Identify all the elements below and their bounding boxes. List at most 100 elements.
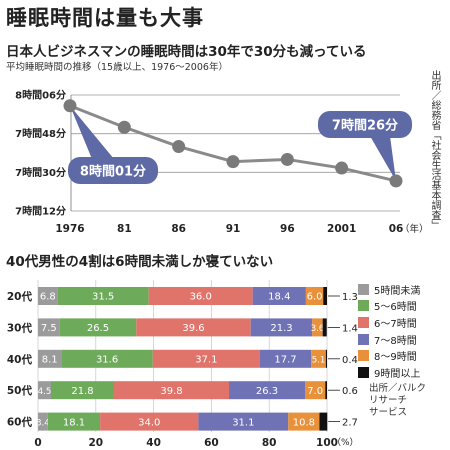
line-chart-subtitle: 平均睡眠時間の推移（15歳以上、1976〜2006年）	[6, 62, 228, 73]
category-label: 30代	[7, 321, 33, 334]
bar-segment	[250, 318, 313, 337]
data-point	[280, 152, 294, 166]
data-label: 21.8	[71, 386, 93, 397]
data-label: 31.6	[96, 355, 118, 366]
line-chart-title: 日本人ビジネスマンの睡眠時間は30年で30分も減っている	[6, 44, 367, 60]
data-label: 39.6	[182, 323, 204, 334]
data-label: 10.8	[293, 417, 315, 428]
x-tick-label: 96	[280, 223, 295, 235]
data-label: 8.1	[42, 355, 58, 366]
callout-label: 8時間01分	[80, 164, 146, 180]
data-label: 0.6	[342, 386, 358, 397]
callout-label: 7時間26分	[332, 118, 398, 134]
bar-segment	[325, 349, 327, 368]
bar-segment	[259, 349, 312, 368]
legend-label: 5時間未満	[374, 285, 421, 297]
legend-swatch	[358, 366, 369, 378]
bar-segment	[305, 287, 324, 305]
bar-segment	[38, 349, 62, 368]
data-label: 3.4	[36, 418, 50, 428]
legend-swatch	[358, 316, 369, 328]
headline: 睡眠時間は量も大事	[6, 5, 204, 30]
bar-segment	[288, 412, 320, 431]
category-label: 20代	[7, 290, 33, 303]
bar-segment	[38, 318, 60, 337]
bar-segment	[57, 287, 149, 305]
data-label: 1.3	[342, 292, 358, 303]
data-label: 3.6	[311, 324, 325, 334]
bar-segment	[47, 412, 101, 431]
legend-label: 9時間以上	[374, 368, 421, 380]
data-label: 31.5	[92, 292, 114, 303]
data-label: 18.4	[268, 292, 290, 303]
bar-chart-source-line: リサーチ	[369, 395, 408, 406]
y-tick-label: 7時間48分	[15, 127, 66, 140]
data-label: 21.3	[270, 323, 292, 334]
legend-label: 8〜9時間	[374, 352, 417, 364]
bar-segment	[319, 412, 328, 431]
data-label: 26.5	[87, 323, 109, 334]
bar-segment	[229, 381, 306, 400]
legend-swatch	[358, 333, 369, 345]
data-point	[389, 174, 403, 188]
category-label: 50代	[7, 384, 33, 397]
data-label: 26.3	[256, 386, 278, 397]
data-label: 37.1	[195, 355, 217, 366]
x-tick-label: 86	[171, 223, 186, 235]
bar-chart-source-line: 出所／バルク	[369, 383, 427, 394]
y-tick-label: 7時間30分	[15, 166, 66, 179]
bar-segment	[114, 381, 230, 400]
bar-segment	[323, 287, 327, 305]
bar-segment	[198, 412, 289, 431]
bar-segment	[51, 381, 115, 400]
x-tick-label: 20	[88, 437, 103, 449]
x-tick-label: 06	[389, 223, 404, 235]
callout-box	[318, 111, 412, 138]
data-label: 4.5	[38, 387, 52, 397]
data-label: 36.0	[190, 292, 212, 303]
bar-segment	[152, 349, 260, 368]
legend-swatch	[358, 350, 369, 362]
bar-segment	[136, 318, 251, 337]
category-label: 60代	[7, 416, 33, 429]
category-label: 40代	[7, 353, 33, 366]
legend-item: 5時間未満	[358, 281, 420, 298]
bar-segment	[38, 381, 52, 400]
data-label: 6.8	[40, 292, 56, 303]
bar-chart-title: 40代男性の4割は6時間未満しか寝ていない	[6, 254, 274, 270]
y-tick-label: 7時間12分	[15, 205, 66, 218]
data-point	[226, 155, 240, 169]
data-point	[172, 140, 186, 154]
bar-segment	[100, 412, 199, 431]
bar-segment	[312, 318, 323, 337]
data-point	[335, 161, 349, 175]
legend-swatch	[358, 283, 369, 295]
legend-item: 9時間以上	[358, 364, 420, 381]
data-label: 7.0	[307, 386, 323, 397]
data-label: 5.1	[312, 356, 326, 366]
bar-segment	[252, 287, 306, 305]
bar-segment	[38, 287, 58, 305]
bar-segment	[61, 349, 153, 368]
legend-item: 6〜7時間	[358, 314, 420, 331]
data-label: 17.7	[274, 355, 296, 366]
callout-pointer	[70, 105, 114, 159]
data-label: 18.1	[63, 417, 85, 428]
x-tick-label: 2001	[327, 223, 356, 235]
legend-item: 7〜8時間	[358, 331, 420, 348]
legend-label: 5〜6時間	[374, 302, 417, 314]
data-label: 2.7	[342, 418, 358, 429]
x-tick-label: 80	[262, 437, 277, 449]
bar-segment	[38, 412, 48, 431]
legend-label: 7〜8時間	[374, 335, 417, 347]
bar-chart-legend: 5時間未満 5〜6時間 6〜7時間 7〜8時間 8〜9時間 9時間以上	[358, 281, 420, 381]
x-unit-label: （%）	[332, 437, 359, 448]
bar-segment	[148, 287, 253, 305]
data-label: 34.0	[138, 417, 160, 428]
callout-box	[68, 157, 158, 184]
x-tick-label: 0	[34, 437, 41, 449]
legend-label: 6〜7時間	[374, 318, 417, 330]
legend-item: 8〜9時間	[358, 347, 420, 364]
x-tick-label: 91	[226, 223, 241, 235]
legend-swatch	[358, 300, 369, 312]
